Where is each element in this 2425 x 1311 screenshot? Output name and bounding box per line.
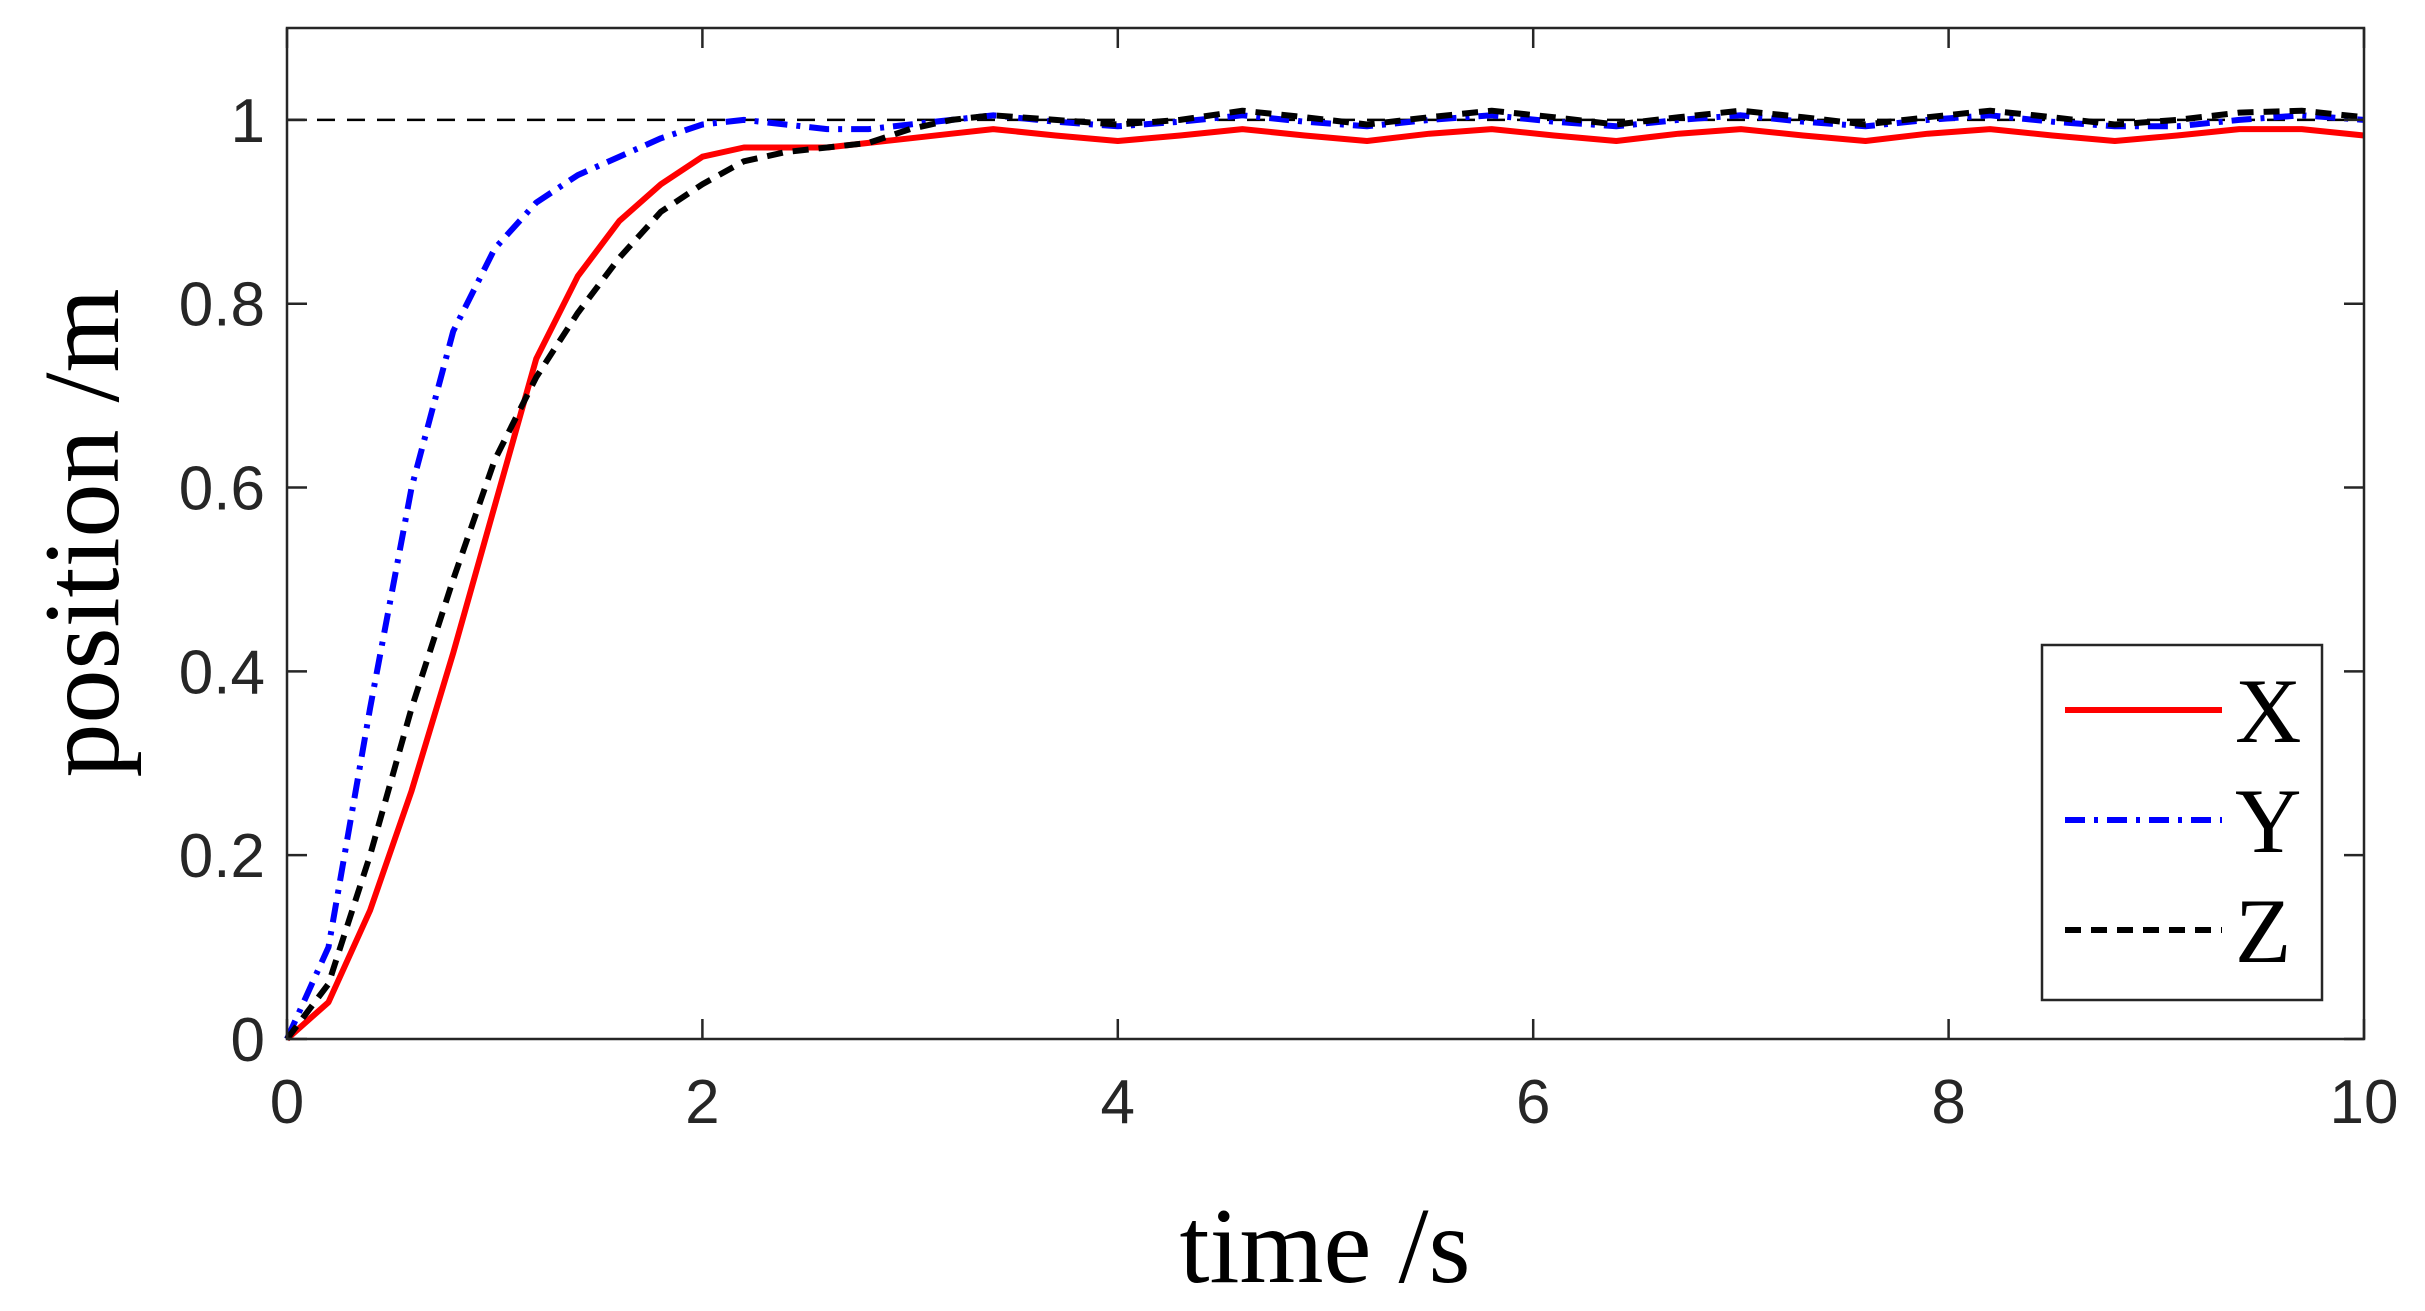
x-tick-label: 8	[1931, 1068, 1965, 1137]
plot-background	[287, 28, 2364, 1039]
y-tick-label: 0.6	[179, 455, 265, 524]
y-axis-label: position /m	[23, 288, 142, 777]
legend-label-x: X	[2235, 660, 2301, 762]
y-tick-label: 0.2	[179, 822, 265, 891]
x-tick-label: 4	[1101, 1068, 1135, 1137]
legend: XYZ	[2040, 643, 2324, 1002]
x-tick-label: 10	[2330, 1068, 2399, 1137]
ticks-layer: 0 2 4 6 8 10 0 0.2 0.4 0.6 0.8 1	[179, 28, 2399, 1137]
x-tick-label: 6	[1516, 1068, 1550, 1137]
series-layer	[284, 107, 2365, 1042]
series-line-z	[284, 107, 2365, 1041]
y-tick-label: 0	[231, 1006, 265, 1075]
x-tick-label: 0	[270, 1068, 304, 1137]
legend-label-z: Z	[2235, 880, 2291, 982]
series-line-x	[285, 126, 2365, 1042]
y-tick-label: 0.8	[179, 271, 265, 340]
series-line-y	[284, 112, 2365, 1041]
y-tick-label: 0.4	[179, 638, 265, 707]
y-tick-label: 1	[231, 87, 265, 156]
x-tick-label: 2	[685, 1068, 719, 1137]
x-axis-label: time /s	[1180, 1187, 1471, 1306]
legend-label-y: Y	[2235, 770, 2301, 872]
plot-frame	[285, 26, 2366, 1041]
